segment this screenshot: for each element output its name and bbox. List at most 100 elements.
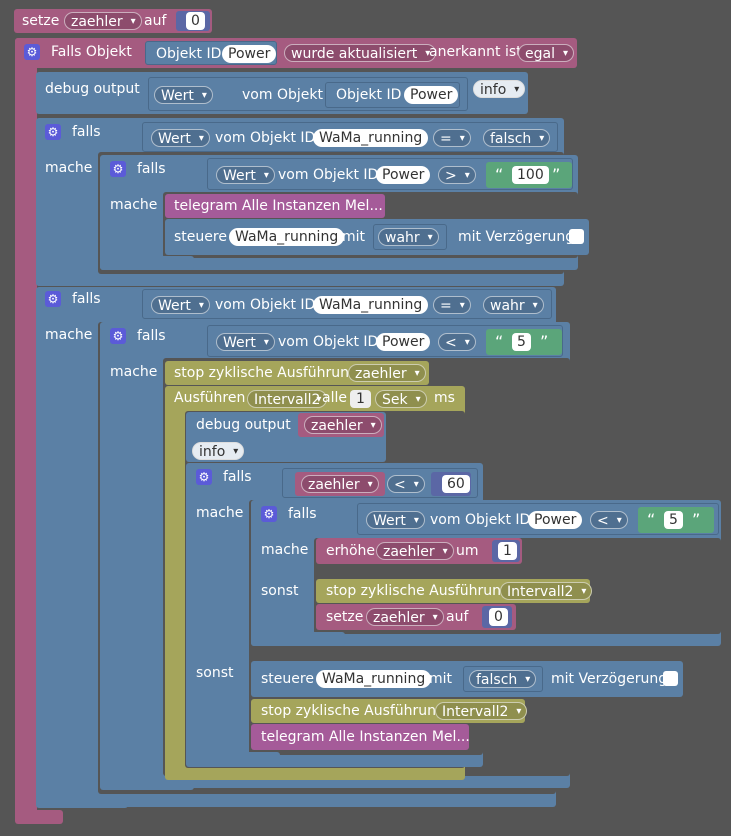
timer-dropdown[interactable]: Intervall2 <box>435 702 528 721</box>
interval-number-field[interactable]: 1 <box>350 390 371 408</box>
text-block[interactable]: “ 5 ” <box>638 507 714 533</box>
debug-output-block[interactable]: debug output zaehler info <box>186 412 386 462</box>
text-value[interactable]: 5 <box>512 333 531 351</box>
quote-open: “ <box>647 510 656 529</box>
variable-dropdown[interactable]: zaehler <box>366 608 444 627</box>
object-id-field[interactable]: Power <box>376 166 431 184</box>
if-block-2-bottom <box>36 794 128 808</box>
set-variable-block[interactable]: setze zaehler auf 0 <box>316 604 516 630</box>
text-block[interactable]: “ 100 ” <box>486 162 572 188</box>
timer-dropdown[interactable]: zaehler <box>348 364 426 383</box>
boolean-dropdown[interactable]: wahr <box>378 228 439 247</box>
operator-dropdown[interactable]: = <box>433 296 471 315</box>
object-id-field[interactable]: WaMa_running <box>313 129 429 147</box>
number-block[interactable]: 0 <box>176 11 210 31</box>
unit-dropdown[interactable]: Sek <box>375 390 427 409</box>
with-label: mit <box>342 229 366 245</box>
gear-icon[interactable]: ⚙ <box>196 469 212 485</box>
event-dropdown[interactable]: wurde aktualisiert <box>284 44 437 63</box>
boolean-dropdown[interactable]: falsch <box>483 129 551 148</box>
number-value[interactable]: 0 <box>186 12 205 30</box>
gear-icon[interactable]: ⚙ <box>110 328 126 344</box>
auf-label: auf <box>446 609 469 625</box>
operator-dropdown[interactable]: > <box>438 166 476 185</box>
then-label: mache <box>196 505 244 521</box>
compare-block[interactable]: zaehler < 60 <box>282 468 478 498</box>
telegram-block[interactable]: telegram Alle Instanzen Mel... <box>251 724 470 750</box>
value-of-object-block[interactable]: Wert vom Objekt ID Objekt ID Power <box>148 77 468 111</box>
object-id-field[interactable]: WaMa_running <box>316 670 432 688</box>
object-id-field[interactable]: Power <box>376 333 431 351</box>
gear-icon[interactable]: ⚙ <box>261 506 277 522</box>
set-counter-block[interactable]: setze zaehler auf 0 <box>14 9 212 33</box>
stop-timer-block[interactable]: stop zyklische Ausführung zaehler <box>165 361 429 385</box>
compare-block[interactable]: Wert vom Objekt ID WaMa_running = wahr <box>142 289 552 319</box>
object-id-block[interactable]: Objekt ID Power <box>325 82 460 108</box>
variable-dropdown[interactable]: zaehler <box>304 416 382 435</box>
object-id-field[interactable]: WaMa_running <box>313 296 429 314</box>
object-id-field[interactable]: Power <box>404 86 459 104</box>
stop-timer-block[interactable]: stop zyklische Ausführung Intervall2 <box>316 579 593 603</box>
control-block[interactable]: steuere WaMa_running mit falsch mit Verz… <box>251 661 683 697</box>
stop-timer-block[interactable]: stop zyklische Ausführung Intervall2 <box>251 699 528 723</box>
log-level-dropdown[interactable]: info <box>473 80 526 99</box>
number-block[interactable]: 0 <box>482 606 512 628</box>
variable-block[interactable]: zaehler <box>295 472 385 496</box>
compare-block[interactable]: Wert vom Objekt ID Power < “ 5 ” <box>357 503 719 535</box>
boolean-block[interactable]: falsch <box>463 666 543 692</box>
log-level-dropdown[interactable]: info <box>192 442 245 461</box>
delay-checkbox[interactable] <box>663 671 678 686</box>
value-dropdown[interactable]: Wert <box>154 86 213 105</box>
gear-icon[interactable]: ⚙ <box>45 124 61 140</box>
text-value[interactable]: 100 <box>512 166 549 184</box>
telegram-block[interactable]: telegram Alle Instanzen Mel... <box>165 194 385 218</box>
acknowledged-dropdown[interactable]: egal <box>518 44 574 63</box>
boolean-dropdown[interactable]: falsch <box>469 670 537 689</box>
gear-icon[interactable]: ⚙ <box>24 44 40 60</box>
number-block[interactable]: 1 <box>492 540 520 562</box>
number-value[interactable]: 0 <box>489 608 508 626</box>
stop-timer-label: stop zyklische Ausführung <box>261 703 445 719</box>
trigger-block[interactable]: ⚙ Falls Objekt Objekt ID Power wurde akt… <box>15 38 577 68</box>
gear-icon[interactable]: ⚙ <box>45 291 61 307</box>
text-value[interactable]: 5 <box>664 511 683 529</box>
value-dropdown[interactable]: Wert <box>366 511 425 530</box>
if-block-1-bottom <box>36 272 98 286</box>
operator-dropdown[interactable]: < <box>590 511 628 530</box>
value-dropdown[interactable]: Wert <box>216 333 275 352</box>
operator-dropdown[interactable]: < <box>438 333 476 352</box>
number-value[interactable]: 60 <box>442 475 470 493</box>
variable-block[interactable]: zaehler <box>298 413 384 437</box>
operator-dropdown[interactable]: = <box>433 129 471 148</box>
increment-block[interactable]: erhöhe zaehler um 1 <box>316 538 522 564</box>
increment-label: erhöhe <box>326 543 376 559</box>
variable-dropdown[interactable]: zaehler <box>301 475 379 494</box>
object-id-block[interactable]: Objekt ID Power <box>145 41 277 65</box>
control-block[interactable]: steuere WaMa_running mit wahr mit Verzög… <box>165 219 589 255</box>
value-dropdown[interactable]: Wert <box>151 129 210 148</box>
object-id-field[interactable]: Power <box>528 511 583 529</box>
boolean-dropdown[interactable]: wahr <box>483 296 544 315</box>
variable-dropdown[interactable]: zaehler <box>376 542 454 561</box>
operator-dropdown[interactable]: < <box>387 475 425 494</box>
compare-block[interactable]: Wert vom Objekt ID WaMa_running = falsch <box>142 122 558 152</box>
counter-variable-dropdown[interactable]: zaehler <box>64 12 142 31</box>
number-block[interactable]: 60 <box>431 472 471 496</box>
stop-timer-label: stop zyklische Ausführung <box>174 365 358 381</box>
if-label: falls <box>72 124 101 140</box>
number-value[interactable]: 1 <box>498 542 517 560</box>
debug-output-block[interactable]: debug output Wert vom Objekt ID Objekt I… <box>36 72 528 114</box>
object-id-field[interactable]: Power <box>222 45 277 63</box>
text-block[interactable]: “ 5 ” <box>486 329 562 355</box>
compare-block[interactable]: Wert vom Objekt ID Power > “ 100 ” <box>207 158 573 190</box>
object-id-field[interactable]: WaMa_running <box>229 228 345 246</box>
gear-icon[interactable]: ⚙ <box>110 161 126 177</box>
value-dropdown[interactable]: Wert <box>216 166 275 185</box>
interval-name-field[interactable]: Intervall2 <box>247 390 328 409</box>
timer-dropdown[interactable]: Intervall2 <box>500 582 593 601</box>
value-dropdown[interactable]: Wert <box>151 296 210 315</box>
boolean-block[interactable]: wahr <box>373 224 447 250</box>
delay-checkbox[interactable] <box>569 229 584 244</box>
compare-block[interactable]: Wert vom Objekt ID Power < “ 5 ” <box>207 325 563 357</box>
auf-label: auf <box>144 13 167 29</box>
